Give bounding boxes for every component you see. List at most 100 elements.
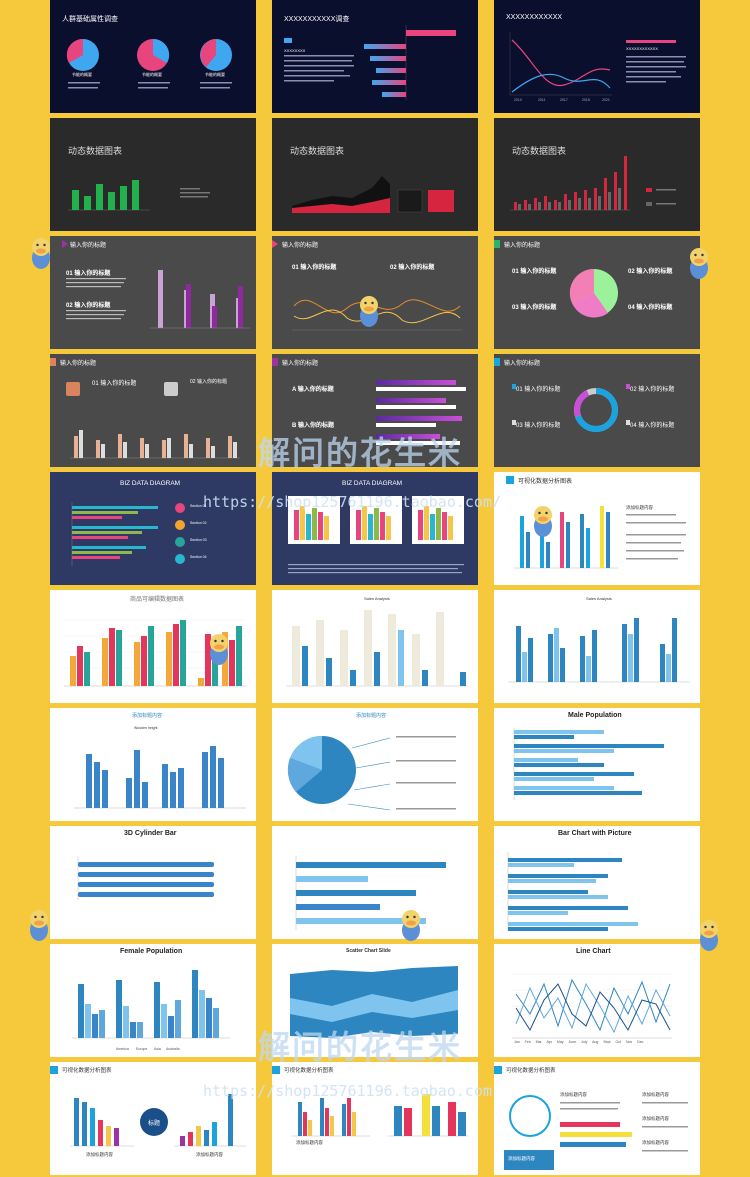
item-1: 01 输入你的标题	[292, 265, 337, 271]
watermark-text-lower: 解问的花生米	[258, 1028, 463, 1066]
slide-title: 动态数据图表	[290, 146, 345, 156]
month-mar: Mar	[535, 1040, 542, 1044]
month-nov: Nov	[625, 1040, 633, 1044]
slide-title: 动态数据图表	[68, 146, 123, 156]
slide-r7c2[interactable]: 添加标题内容	[272, 708, 478, 821]
ring-and-bars	[504, 1095, 688, 1170]
slide-title: 可视化数据分析图表	[518, 479, 573, 485]
slide-r9c1[interactable]: Female Population America Europe Asia Au…	[50, 944, 256, 1057]
duck-mascot-icon	[210, 634, 228, 665]
icons-and-bars	[66, 382, 240, 459]
slide-r2c1[interactable]: 动态数据图表	[50, 118, 256, 231]
slide-r7c1[interactable]: 添加标题内容 Wooden height	[50, 708, 256, 821]
year-label: 2011	[538, 98, 546, 102]
3d-bar-chart	[74, 746, 246, 809]
month-aug: Aug	[592, 1040, 599, 1044]
slide-title: Sales Analysis	[364, 596, 390, 601]
item-a: A 输入你的标题	[292, 387, 334, 393]
item-1: 01 输入你的标题	[516, 387, 561, 393]
bar-chart	[514, 506, 686, 569]
item-4: 04 输入你的标题	[628, 305, 673, 311]
section-3: Section 03	[190, 538, 207, 542]
area-chart	[292, 176, 454, 213]
year-label: 2010	[514, 98, 522, 102]
pie-label-3: 节能的概要	[205, 72, 225, 77]
month-labels: Jan Feb Mar Apr May June July Aug Sept O…	[514, 1040, 643, 1044]
item-1: 01 输入你的标题	[66, 271, 111, 277]
slide-r1c2[interactable]: XXXXXXXXXXX调查 XXXXXXXX	[272, 0, 478, 113]
hbar-chart	[376, 380, 466, 445]
year-label: 2017	[560, 98, 568, 102]
year-label: 2015	[582, 98, 590, 102]
donut-chart	[512, 384, 630, 432]
slide-r8c1[interactable]: 3D Cylinder Bar	[50, 826, 256, 939]
slide-title: XXXXXXXXXXXX	[506, 14, 563, 21]
slide-subtitle: XXXXXXXXXXXX	[626, 46, 659, 51]
slide-title: 输入你的标题	[504, 361, 541, 367]
slide-r3c1[interactable]: 输入你的标题 01 输入你的标题 02 输入你的标题	[50, 236, 256, 349]
content-label: 添加标题内容	[626, 505, 653, 510]
slide-title: 输入你的标题	[60, 361, 97, 367]
item-2: 02 输入你的标题	[66, 303, 111, 309]
pie-label-1: 节能的概要	[72, 72, 92, 77]
line-chart	[509, 32, 686, 96]
year-label: 2021	[602, 98, 610, 102]
header-marker	[272, 240, 278, 248]
slide-r1c1[interactable]: 人群基础属性调查 节能的概要 节能的概要 节能的概要	[50, 0, 256, 113]
slide-r9c2[interactable]: Scatter Chart Slide	[272, 944, 478, 1057]
slide-r2c3[interactable]: 动态数据图表	[494, 118, 700, 231]
item-1: 01 输入你的标题	[512, 269, 557, 275]
wave-line-chart	[292, 299, 462, 331]
slide-r6c2[interactable]: Sales Analysis	[272, 590, 478, 703]
section-4: Section 04	[190, 555, 207, 559]
slide-r10c3[interactable]: 可视化数据分析图表 添加标题内容 添加标题内容 添加标题内容 添加标题内容 添加…	[494, 1062, 700, 1175]
duck-mascot-icon	[402, 910, 420, 941]
item-1: 01 输入你的标题	[92, 381, 137, 387]
header-marker	[494, 240, 500, 248]
legend-2: Europe	[136, 1047, 148, 1051]
slide-r10c2[interactable]: 可视化数据分析图表 添加标题内容	[272, 1062, 478, 1175]
section-2: Section 02	[190, 521, 207, 525]
header-marker	[50, 1066, 58, 1074]
slide-r8c3[interactable]: Bar Chart with Picture	[494, 826, 700, 939]
slide-r5c1[interactable]: BIZ DATA DIAGRAM Section 01 Section 02 S…	[50, 472, 256, 585]
slide-r8c2[interactable]	[272, 826, 478, 939]
slide-title: 商品可编辑数据图表	[130, 597, 185, 603]
circle-label: 标题	[148, 1121, 161, 1127]
item-3: 03 输入你的标题	[516, 423, 561, 429]
month-feb: Feb	[524, 1040, 531, 1044]
multi-bar-chart	[292, 1094, 468, 1137]
slide-r10c1[interactable]: 可视化数据分析图表 标题 添加标题内容 添加标题内容	[50, 1062, 256, 1175]
slide-title: 可视化数据分析图表	[284, 1068, 334, 1074]
slide-title: XXXXXXXXXXX调查	[284, 16, 350, 23]
slide-r4c2[interactable]: 输入你的标题 A 输入你的标题 B 输入你的标题	[272, 354, 478, 467]
slide-r1c3[interactable]: XXXXXXXXXXXX XXXXXXXXXXXX 2010 2011 2017…	[494, 0, 700, 113]
slide-r3c2[interactable]: 输入你的标题 01 输入你的标题 02 输入你的标题	[272, 236, 478, 349]
slide-r5c2[interactable]: BIZ DATA DIAGRAM	[272, 472, 478, 585]
header-marker	[494, 358, 500, 366]
slide-title: BIZ DATA DIAGRAM	[120, 480, 181, 487]
caption-left: 添加标题内容	[86, 1152, 113, 1157]
slide-r4c3[interactable]: 输入你的标题 01 输入你的标题 02 输入你的标题 03 输入你的标题 04 …	[494, 354, 700, 467]
slide-title: Scatter Chart Slide	[346, 948, 391, 954]
slide-title: 输入你的标题	[282, 361, 319, 367]
slide-r2c2[interactable]: 动态数据图表	[272, 118, 478, 231]
header-marker	[272, 1066, 280, 1074]
item-2: 02 输入你的标题	[628, 269, 673, 275]
legend-1: America	[116, 1047, 129, 1051]
slide-title: 输入你的标题	[504, 243, 541, 249]
slide-r4c1[interactable]: 输入你的标题 01 输入你的标题 02 输入你的标题	[50, 354, 256, 467]
slide-r3c3[interactable]: 输入你的标题 01 输入你的标题 02 输入你的标题 03 输入你的标题 04 …	[494, 236, 700, 349]
item-2: 02 输入你的标题	[630, 387, 675, 393]
slide-title: BIZ DATA DIAGRAM	[342, 480, 403, 487]
slide-r7c3[interactable]: Male Population	[494, 708, 700, 821]
slide-subtitle: Wooden height	[134, 726, 158, 730]
multi-bar-chart	[64, 619, 246, 687]
slide-subtitle: XXXXXXXX	[284, 48, 306, 53]
pie-charts	[66, 38, 232, 89]
duck-mascot-icon	[690, 248, 708, 279]
slide-r5c3[interactable]: 可视化数据分析图表 添加标题内容	[494, 472, 700, 585]
slide-r9c3[interactable]: Line Chart Jan Feb Mar Apr May June July…	[494, 944, 700, 1057]
green-bar-chart	[68, 180, 210, 211]
slide-r6c3[interactable]: Sales Analysis	[494, 590, 700, 703]
